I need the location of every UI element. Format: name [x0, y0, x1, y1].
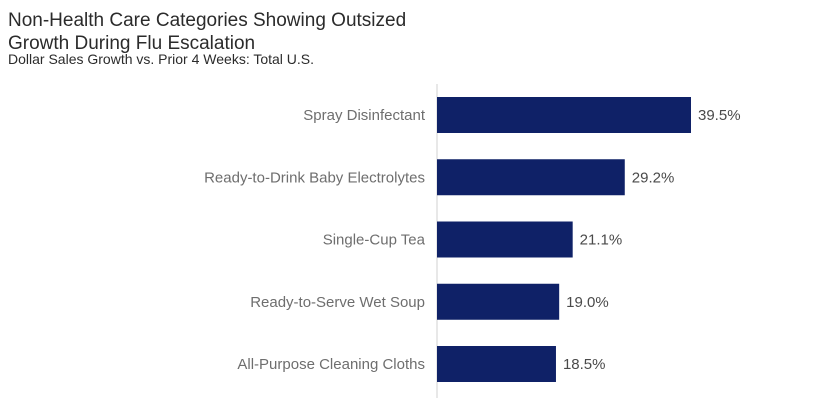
bar-1 [437, 97, 691, 133]
chart-title-line-2: Growth During Flu Escalation [8, 33, 256, 54]
value-label-4: 19.0% [566, 294, 609, 311]
category-label-3: Single-Cup Tea [323, 232, 426, 249]
category-label-2: Ready-to-Drink Baby Electrolytes [204, 169, 425, 186]
chart-subtitle: Dollar Sales Growth vs. Prior 4 Weeks: T… [8, 51, 315, 67]
bar-2 [437, 159, 625, 196]
value-label-3: 21.1% [580, 232, 623, 249]
bar-4 [437, 283, 560, 320]
category-label-4: Ready-to-Serve Wet Soup [250, 294, 425, 311]
value-label-1: 39.5% [698, 107, 741, 124]
bar-3 [437, 221, 573, 258]
category-label-5: All-Purpose Cleaning Cloths [237, 356, 425, 373]
value-label-5: 18.5% [563, 356, 606, 373]
category-label-1: Spray Disinfectant [303, 107, 426, 124]
bar-5 [437, 346, 556, 382]
bars-group: Spray Disinfectant 39.5% Ready-to-Drink Ba… [204, 97, 741, 382]
value-label-2: 29.2% [632, 169, 675, 186]
chart-title: Non-Health Care Categories Showing Outsi… [8, 9, 406, 55]
chart-title-line-1: Non-Health Care Categories Showing Outsi… [8, 10, 407, 31]
